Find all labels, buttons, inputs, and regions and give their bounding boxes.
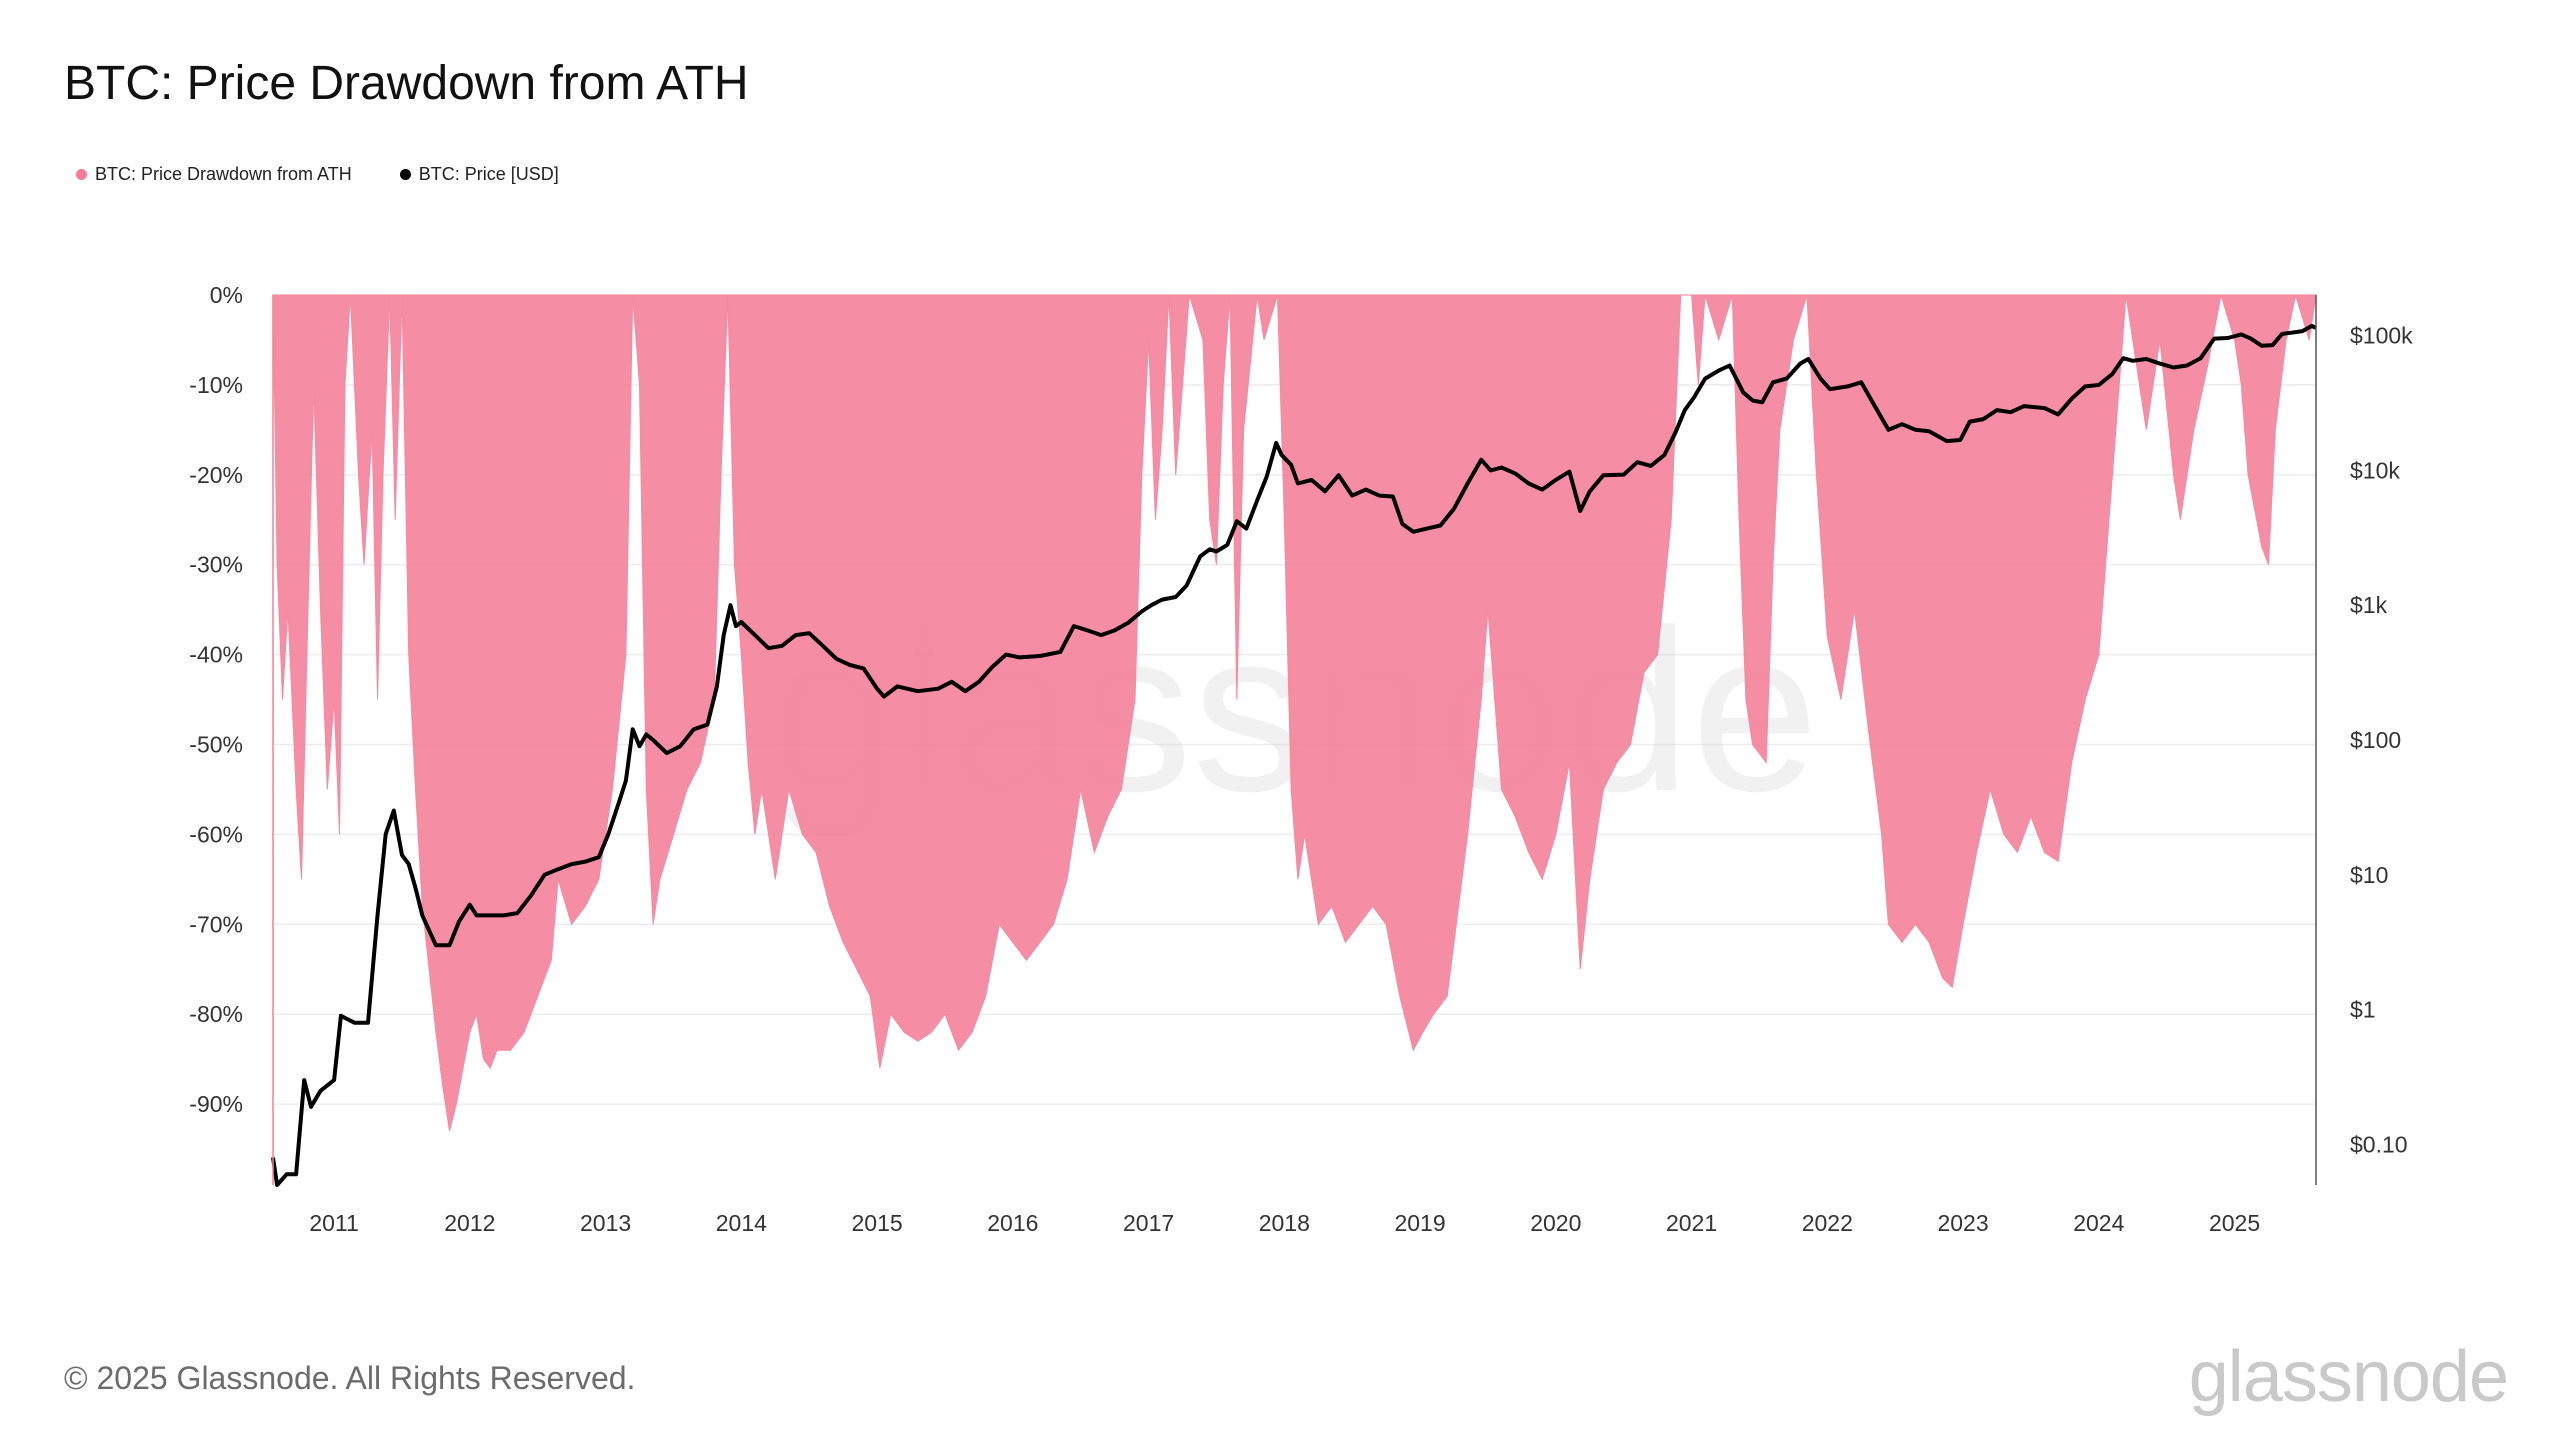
legend-dot-drawdown (76, 169, 87, 180)
y-left-tick-label: -50% (189, 731, 243, 757)
legend-label-price: BTC: Price [USD] (418, 164, 559, 184)
x-tick-label: 2016 (987, 1210, 1038, 1236)
glassnode-logo: glassnode (2188, 1337, 2509, 1417)
y-left-tick-label: -90% (189, 1091, 243, 1117)
y-left-tick-label: -60% (189, 821, 243, 847)
x-tick-label: 2023 (1937, 1210, 1988, 1236)
y-right-tick-label: $0.10 (2350, 1131, 2408, 1157)
y-right-tick-label: $10k (2350, 457, 2400, 483)
x-tick-label: 2022 (1802, 1210, 1853, 1236)
x-tick-label: 2012 (444, 1210, 495, 1236)
y-right-tick-label: $100k (2350, 323, 2413, 349)
x-tick-label: 2021 (1666, 1210, 1717, 1236)
x-tick-label: 2019 (1394, 1210, 1445, 1236)
legend-label-drawdown: BTC: Price Drawdown from ATH (95, 164, 352, 184)
chart-title: BTC: Price Drawdown from ATH (64, 57, 749, 110)
y-left-tick-label: 0% (210, 282, 243, 308)
x-tick-label: 2011 (309, 1210, 358, 1236)
x-tick-label: 2024 (2073, 1210, 2124, 1236)
x-tick-label: 2017 (1123, 1210, 1174, 1236)
y-left-tick-label: -30% (189, 552, 243, 578)
price-line (271, 323, 2317, 1187)
legend: BTC: Price Drawdown from ATH BTC: Price … (76, 164, 559, 185)
y-left-tick-label: -20% (189, 462, 243, 488)
legend-dot-price (399, 169, 411, 180)
x-tick-label: 2020 (1530, 1210, 1581, 1236)
x-tick-label: 2025 (2209, 1210, 2260, 1236)
y-left-tick-label: -10% (189, 372, 243, 398)
y-right-tick-label: $1k (2350, 592, 2388, 618)
y-left-tick-label: -80% (189, 1001, 243, 1027)
y-right-tick-label: $10 (2350, 862, 2388, 888)
x-tick-label: 2015 (851, 1210, 902, 1236)
x-tick-label: 2018 (1259, 1210, 1310, 1236)
x-tick-label: 2014 (716, 1210, 767, 1236)
legend-item-drawdown[interactable]: BTC: Price Drawdown from ATH (76, 164, 352, 185)
y-left-tick-label: -40% (189, 642, 243, 668)
y-right-tick-label: $1 (2350, 997, 2376, 1023)
legend-item-price[interactable]: BTC: Price [USD] (399, 164, 559, 185)
copyright-footer: © 2025 Glassnode. All Rights Reserved. (64, 1360, 636, 1396)
y-right-tick-label: $100 (2350, 727, 2401, 753)
y-left-tick-label: -70% (189, 911, 243, 937)
x-tick-label: 2013 (580, 1210, 631, 1236)
drawdown-area (272, 294, 2317, 1132)
